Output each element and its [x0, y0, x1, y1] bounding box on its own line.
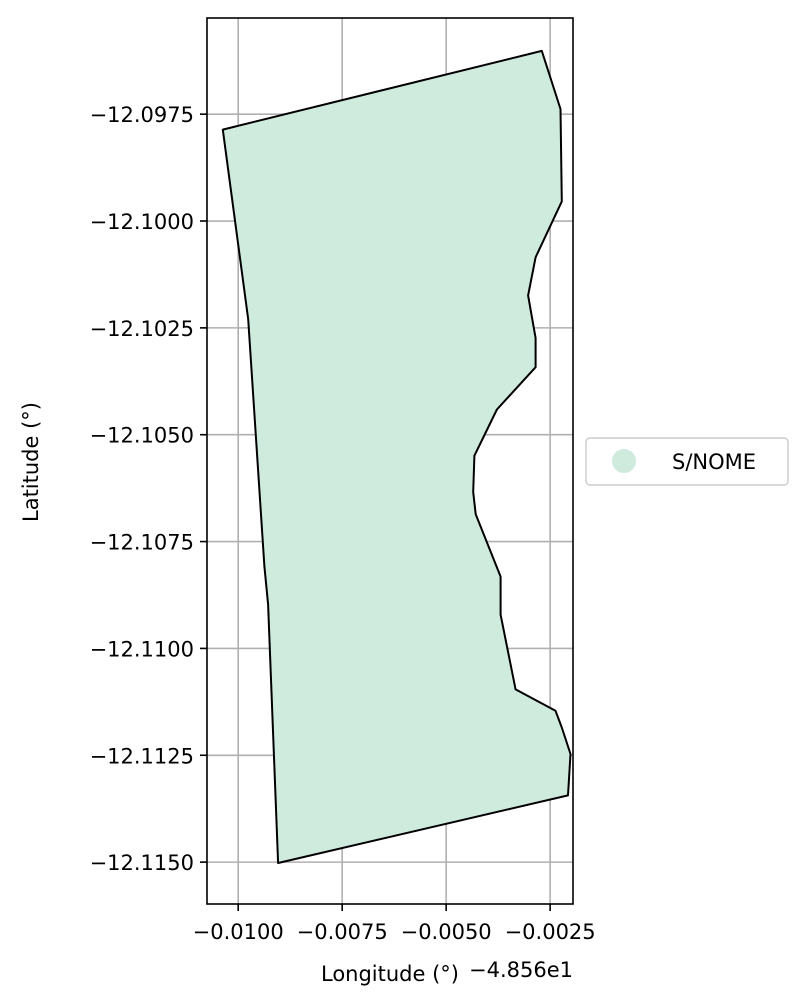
legend-frame	[585, 437, 789, 486]
x-offset-label: −4.856e1	[469, 958, 573, 982]
y-tick-label: −12.1075	[90, 531, 194, 555]
x-tick-label: −0.0050	[401, 920, 492, 944]
x-ticks: −0.0100 −0.0075 −0.0050 −0.0025	[193, 904, 596, 944]
legend-marker	[612, 449, 636, 473]
x-tick-label: −0.0025	[505, 920, 596, 944]
polygon-layer	[221, 49, 572, 864]
x-tick-label: −0.0100	[193, 920, 284, 944]
y-tick-label: −12.1000	[90, 210, 194, 234]
y-axis-label: Latitude (°)	[19, 402, 43, 522]
plot-frame	[206, 17, 574, 905]
y-ticks: −12.0975 −12.1000 −12.1025 −12.1050 −12.1075…	[90, 103, 207, 875]
legend-label: S/NOME	[672, 450, 756, 474]
polygon-shape	[221, 49, 572, 864]
x-tick-label: −0.0075	[297, 920, 388, 944]
x-axis-label: Longitude (°)	[321, 962, 459, 986]
y-tick-label: −12.1100	[90, 637, 194, 661]
y-tick-label: −12.1050	[90, 424, 194, 448]
y-tick-label: −12.0975	[90, 103, 194, 127]
y-tick-label: −12.1150	[90, 851, 194, 875]
legend: S/NOME	[585, 437, 789, 486]
y-tick-label: −12.1125	[90, 744, 194, 768]
y-tick-label: −12.1025	[90, 317, 194, 341]
